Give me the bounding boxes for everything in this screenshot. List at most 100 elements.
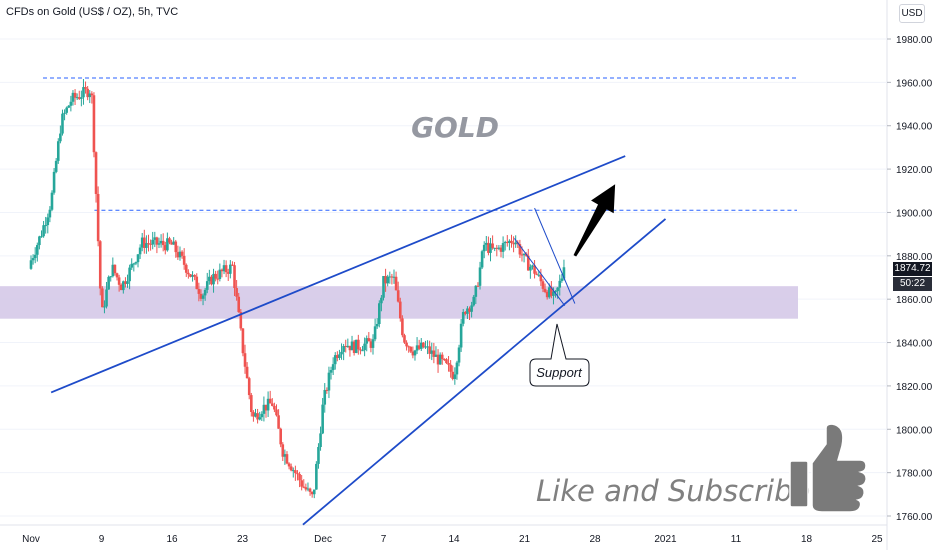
candle-body[interactable] <box>233 265 236 289</box>
candle-body[interactable] <box>466 308 469 314</box>
candle-body[interactable] <box>547 287 551 298</box>
candle-body[interactable] <box>50 192 54 210</box>
candle-body[interactable] <box>359 349 362 351</box>
candle-body[interactable] <box>157 243 161 245</box>
candle-body[interactable] <box>510 240 513 244</box>
candle-body[interactable] <box>499 247 503 252</box>
candle-body[interactable] <box>365 338 369 344</box>
candle-body[interactable] <box>373 326 377 340</box>
candle-body[interactable] <box>457 347 461 363</box>
candle-body[interactable] <box>398 301 402 319</box>
candle-body[interactable] <box>357 339 360 350</box>
candle-body[interactable] <box>262 404 266 414</box>
candle-body[interactable] <box>319 433 322 448</box>
candle-body[interactable] <box>229 264 232 274</box>
candle-body[interactable] <box>464 312 467 314</box>
candle-body[interactable] <box>155 237 159 245</box>
candle-body[interactable] <box>214 273 217 279</box>
candle-body[interactable] <box>344 346 348 348</box>
candle-body[interactable] <box>451 371 455 379</box>
candle-body[interactable] <box>323 389 327 405</box>
candle-body[interactable] <box>31 258 35 261</box>
candle-body[interactable] <box>184 264 188 273</box>
candle-body[interactable] <box>543 288 547 292</box>
candle-body[interactable] <box>503 241 507 244</box>
candle-body[interactable] <box>304 487 308 490</box>
candle-body[interactable] <box>201 295 205 299</box>
candle-body[interactable] <box>172 241 175 245</box>
candle-body[interactable] <box>105 289 108 307</box>
candle-body[interactable] <box>495 247 499 249</box>
candle-body[interactable] <box>119 284 123 291</box>
candle-body[interactable] <box>453 374 457 379</box>
candle-body[interactable] <box>472 296 476 306</box>
candle-body[interactable] <box>512 243 515 245</box>
candle-body[interactable] <box>485 242 488 245</box>
candle-body[interactable] <box>80 97 83 99</box>
candle-body[interactable] <box>436 354 440 365</box>
candle-body[interactable] <box>371 339 375 348</box>
candle-body[interactable] <box>501 243 505 252</box>
candle-body[interactable] <box>163 245 167 251</box>
candle-body[interactable] <box>413 350 417 356</box>
candle-body[interactable] <box>203 289 207 296</box>
candle-body[interactable] <box>300 480 303 487</box>
candle-body[interactable] <box>75 97 79 99</box>
candle-body[interactable] <box>350 341 354 351</box>
candle-body[interactable] <box>409 346 413 352</box>
candle-body[interactable] <box>231 264 234 266</box>
candle-body[interactable] <box>222 265 226 272</box>
candle-body[interactable] <box>384 275 387 284</box>
candle-body[interactable] <box>505 241 509 244</box>
candle-body[interactable] <box>205 281 209 290</box>
candle-body[interactable] <box>497 247 501 249</box>
candle-body[interactable] <box>111 264 115 277</box>
candle-body[interactable] <box>417 345 421 349</box>
candle-body[interactable] <box>428 346 431 354</box>
candle-body[interactable] <box>375 324 379 327</box>
candle-body[interactable] <box>109 276 113 278</box>
candle-body[interactable] <box>33 254 37 259</box>
candle-body[interactable] <box>392 276 396 278</box>
candle-body[interactable] <box>216 278 220 280</box>
candle-body[interactable] <box>380 297 383 304</box>
candle-body[interactable] <box>113 264 117 274</box>
candle-body[interactable] <box>239 312 243 329</box>
candle-body[interactable] <box>321 404 324 434</box>
candle-body[interactable] <box>159 240 163 244</box>
candle-body[interactable] <box>531 265 534 267</box>
candle-body[interactable] <box>35 245 39 255</box>
candle-body[interactable] <box>550 287 553 296</box>
candle-body[interactable] <box>270 403 274 406</box>
candle-body[interactable] <box>258 417 262 420</box>
candle-body[interactable] <box>138 247 142 255</box>
candle-body[interactable] <box>243 353 247 367</box>
candle-body[interactable] <box>235 288 238 297</box>
candle-body[interactable] <box>493 247 497 249</box>
candle-body[interactable] <box>268 398 272 404</box>
candle-body[interactable] <box>434 354 438 357</box>
candle-body[interactable] <box>482 244 486 252</box>
candle-body[interactable] <box>40 236 43 238</box>
candle-body[interactable] <box>208 276 211 282</box>
candle-body[interactable] <box>401 318 404 336</box>
candle-body[interactable] <box>394 276 398 291</box>
candle-body[interactable] <box>369 341 373 348</box>
candle-body[interactable] <box>556 287 559 292</box>
candle-body[interactable] <box>130 263 134 268</box>
candle-body[interactable] <box>388 276 392 278</box>
candle-body[interactable] <box>361 350 364 352</box>
candle-body[interactable] <box>535 273 538 275</box>
candle-body[interactable] <box>56 141 60 161</box>
candle-body[interactable] <box>96 193 100 242</box>
candle-body[interactable] <box>283 454 287 457</box>
candle-body[interactable] <box>306 488 310 490</box>
candle-body[interactable] <box>275 409 278 416</box>
candle-body[interactable] <box>126 281 129 284</box>
candle-body[interactable] <box>338 354 341 358</box>
candle-body[interactable] <box>107 276 110 290</box>
candle-body[interactable] <box>411 351 415 356</box>
candle-body[interactable] <box>476 285 480 287</box>
candle-body[interactable] <box>346 345 350 348</box>
candle-body[interactable] <box>82 87 85 98</box>
